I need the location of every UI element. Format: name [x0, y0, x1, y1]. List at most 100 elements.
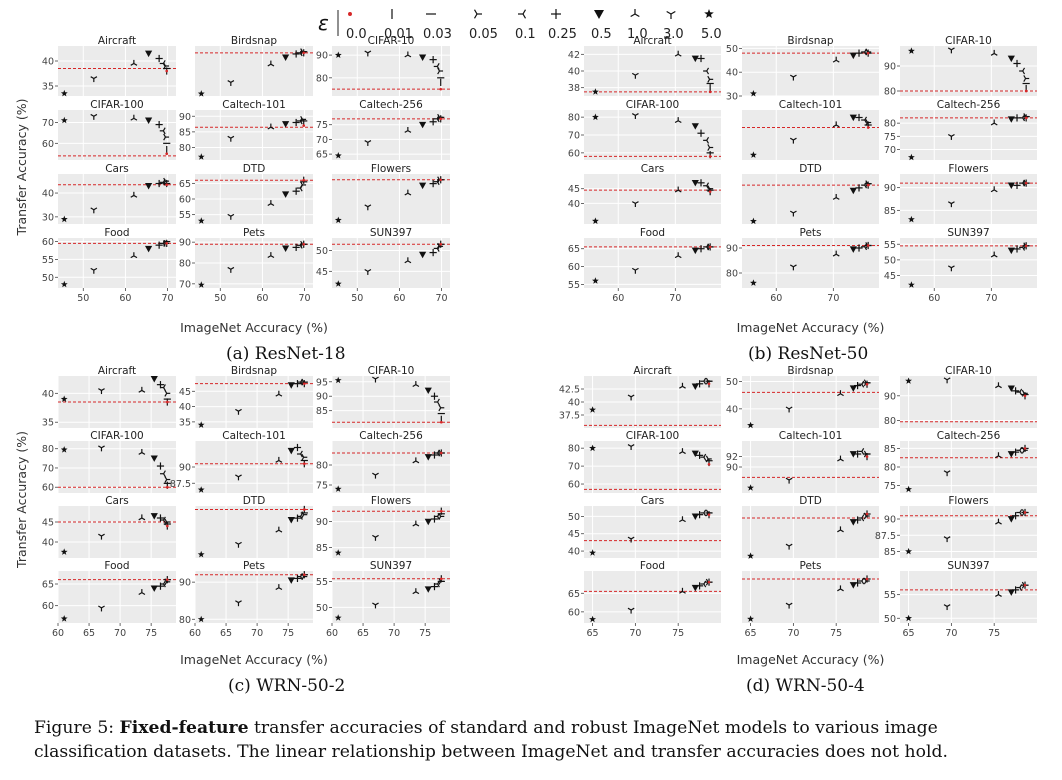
subplot-background: [332, 506, 450, 558]
data-point-tri_up: [943, 536, 951, 543]
data-point-tri_right: [296, 512, 303, 520]
legend-marker-tri_left-icon: [473, 9, 482, 19]
data-point-tri_down: [412, 520, 420, 527]
legend-label: 0.0: [346, 27, 367, 42]
data-point-tri_right: [1016, 509, 1023, 516]
data-point-tri_up: [947, 47, 955, 54]
x-tick-label: 60: [393, 293, 405, 304]
data-point-tri_down: [990, 119, 998, 126]
data-point-star: [747, 552, 754, 559]
subplot-title: Pets: [243, 560, 265, 572]
y-tick-label: 90: [884, 62, 896, 73]
legend-label: 0.25: [548, 27, 577, 42]
data-point-star: [592, 88, 599, 95]
y-tick-label: 85: [316, 406, 328, 417]
data-point-star: [197, 153, 205, 160]
subplot-title: Cars: [641, 163, 665, 175]
data-point-triangle_down: [145, 50, 153, 58]
y-tick-label: 70: [568, 131, 580, 142]
y-tick-label: 95: [316, 377, 328, 388]
data-point-plus: [695, 582, 704, 590]
y-tick-label: 60: [42, 601, 54, 612]
y-tick-label: 80: [884, 463, 896, 474]
subplot-background: [742, 571, 879, 623]
data-point-star: [334, 152, 342, 159]
y-tick-label: 55: [179, 210, 191, 221]
data-point-tri_right: [858, 447, 865, 455]
data-point-triangle_down: [419, 251, 427, 259]
y-tick-label: 50: [726, 377, 738, 388]
y-tick-label: 40: [568, 67, 580, 78]
subplot-background: [58, 46, 176, 96]
y-tick-label: 65: [179, 179, 191, 190]
panel-wrn50-4: Aircraft 37.5 40 42.5 Birdsnap 40 50 CIFAR-10 80…: [544, 365, 1060, 668]
data-point-star: [750, 279, 757, 286]
subplot-flowers: Flowers 85 87.5 90: [875, 495, 1037, 558]
data-point-plus: [155, 241, 163, 249]
data-point-plus: [1011, 586, 1020, 594]
subplot-background: [900, 571, 1037, 623]
data-point-plus: [292, 187, 300, 195]
data-point-star: [905, 614, 912, 622]
data-point-dot: [1024, 89, 1028, 93]
data-point-plus: [292, 50, 300, 58]
y-tick-label: 55: [42, 255, 54, 266]
data-point-plus: [1011, 448, 1020, 456]
subplot-title: Cars: [105, 495, 129, 507]
subplot-sun397: SUN397 45 50 55 60 70: [884, 227, 1037, 304]
data-point-dot: [439, 117, 443, 121]
data-point-plus: [156, 462, 165, 470]
subplot-aircraft: Aircraft 37.5 40 42.5: [559, 365, 721, 428]
data-point-star: [60, 615, 68, 622]
data-point-plus: [853, 381, 862, 390]
data-point-tri_right: [858, 577, 865, 585]
data-point-tri_up: [372, 602, 379, 609]
subplot-title: CIFAR-100: [90, 99, 143, 111]
data-point-star: [60, 548, 68, 555]
data-point-star: [592, 217, 599, 224]
data-point-tri_right: [700, 453, 707, 461]
y-tick-label: 50: [316, 603, 328, 614]
data-point-dot: [1023, 447, 1027, 450]
y-tick-label: 42: [568, 50, 580, 61]
data-point-tri_up: [631, 201, 639, 208]
data-point-dot: [707, 513, 711, 516]
data-point-tri_right: [700, 377, 707, 385]
data-point-triangle_down: [691, 179, 699, 187]
y-tick-label: 55: [316, 577, 328, 588]
subplot-title: SUN397: [947, 227, 989, 239]
data-point-dot: [707, 382, 711, 386]
y-tick-label: 40: [568, 547, 580, 558]
data-point-triangle_down: [849, 519, 857, 526]
x-tick-label: 60: [612, 293, 624, 304]
legend-marker-tri_up-icon: [666, 10, 676, 19]
subplot-dtd: DTD 55 60 65: [179, 163, 313, 224]
subplot-title: CIFAR-100: [90, 430, 143, 442]
data-point-plus: [429, 180, 437, 188]
data-point-star: [197, 486, 205, 493]
subplot-background: [742, 506, 879, 558]
data-point-tri_down: [138, 448, 146, 455]
subplot-background: [332, 174, 450, 224]
data-point-triangle_down: [282, 54, 290, 61]
data-point-tri_down: [679, 382, 686, 389]
data-point-star: [60, 116, 68, 124]
data-point-tri_down: [267, 200, 275, 207]
y-tick-label: 75: [884, 481, 896, 492]
data-point-star: [60, 280, 68, 288]
subplot-title: CIFAR-10: [945, 36, 992, 47]
legend-label: 0.01: [384, 27, 413, 42]
data-point-triangle_down: [849, 246, 857, 253]
x-tick-label: 65: [587, 628, 599, 639]
subplot-caltech-101: Caltech-101 80 85 90: [179, 99, 313, 160]
legend-marker-triangle_down-icon: [594, 10, 604, 19]
subplot-pets: Pets 65 70 75: [742, 560, 879, 639]
subplot-title: DTD: [243, 495, 266, 507]
y-tick-label: 90: [726, 244, 738, 255]
x-tick-label: 70: [114, 628, 126, 639]
data-point-triangle_down: [849, 385, 857, 392]
data-point-triangle_down: [282, 121, 290, 128]
x-tick-label: 60: [326, 628, 338, 639]
y-tick-label: 65: [42, 580, 54, 591]
data-point-triangle_down: [287, 382, 295, 389]
